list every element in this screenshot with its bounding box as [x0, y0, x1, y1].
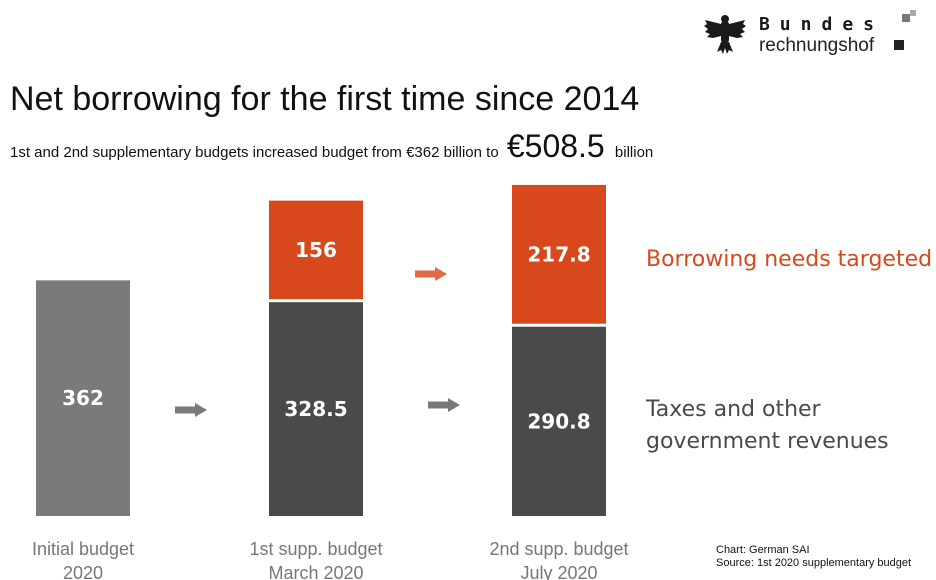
federal-eagle-icon	[703, 15, 746, 54]
bar-2-series-1	[512, 184, 606, 324]
data-label-1-0: 328.5	[284, 397, 347, 421]
bar-2-series-0	[512, 326, 606, 516]
chart-footnote: Chart: German SAI Source: 1st 2020 suppl…	[716, 544, 911, 570]
bar-0-series-0	[36, 280, 130, 516]
data-label-2-0: 290.8	[527, 409, 590, 433]
subtitle-prefix: 1st and 2nd supplementary budgets increa…	[10, 144, 499, 161]
data-label-0-0: 362	[62, 386, 104, 410]
series-label-borrowing: Borrowing needs targeted	[646, 247, 932, 272]
series-label-taxes-0: Taxes and other	[645, 397, 822, 422]
category-label-2-0: 2nd supp. budget	[489, 539, 628, 559]
bar-1-series-1	[269, 200, 363, 300]
arrow-right-icon	[175, 403, 207, 417]
category-label-0-0: Initial budget	[32, 539, 134, 559]
footnote-line-2: Source: 1st 2020 supplementary budget	[716, 557, 912, 569]
category-label-1-0: 1st supp. budget	[249, 539, 382, 559]
brand-line-2: rechnungshof	[758, 35, 875, 56]
bar-1-series-0	[269, 302, 363, 516]
chart-title: Net borrowing for the first time since 2…	[10, 80, 640, 118]
brand-line-1: Bundes	[758, 14, 884, 35]
category-label-1-1: March 2020	[268, 563, 363, 580]
footnote-line-1: Chart: German SAI	[716, 544, 810, 556]
logo-squares-icon	[894, 10, 918, 54]
subtitle-suffix: billion	[614, 144, 654, 161]
category-label-0-1: 2020	[63, 563, 103, 580]
arrow-right-icon	[428, 398, 460, 412]
data-label-1-1: 156	[295, 238, 337, 262]
arrow-right-icon	[415, 267, 447, 281]
data-label-2-1: 217.8	[527, 242, 590, 266]
subtitle-highlight: €508.5	[506, 128, 605, 164]
logo: Bundes rechnungshof	[701, 10, 918, 58]
chart-subtitle: 1st and 2nd supplementary budgets increa…	[10, 128, 653, 165]
brand-name: Bundes rechnungshof	[758, 14, 884, 56]
category-label-2-1: July 2020	[520, 563, 597, 580]
series-label-taxes-1: government revenues	[646, 429, 889, 454]
